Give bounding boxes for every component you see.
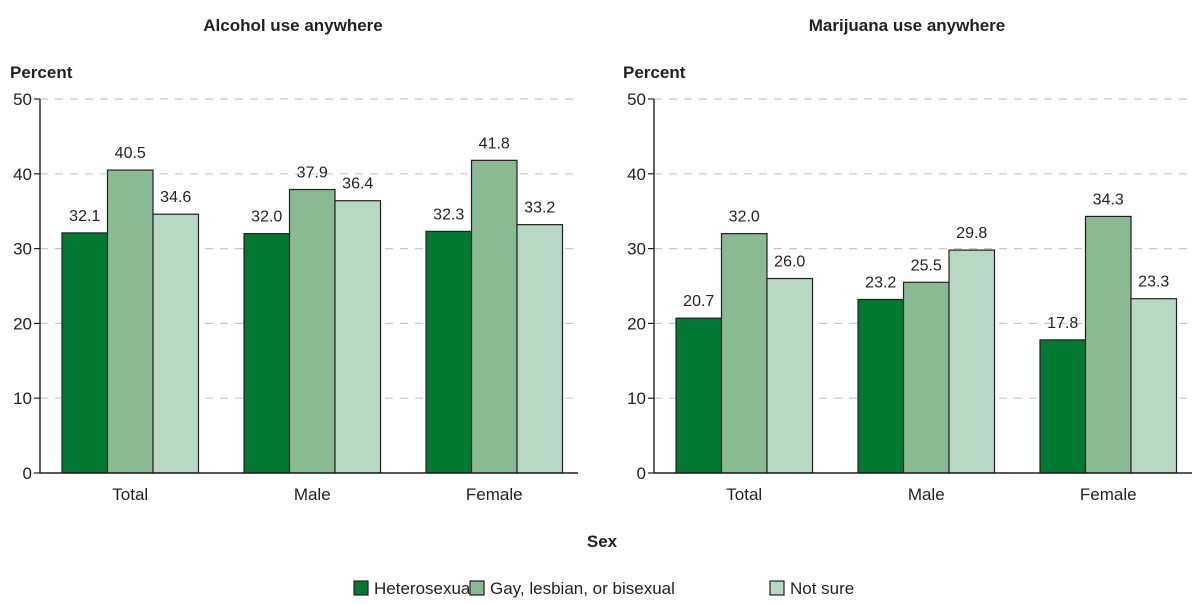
category-label: Male — [908, 485, 945, 504]
bar-not-sure — [1130, 298, 1178, 474]
legend-label: Gay, lesbian, or bisexual — [490, 579, 675, 598]
bar-gay-lesbian-or-bisexual — [106, 169, 154, 474]
category-label: Female — [1080, 485, 1137, 504]
bar-not-sure — [766, 277, 814, 474]
bar-heterosexual — [857, 298, 905, 474]
legend-swatch — [353, 580, 369, 596]
y-tick-label: 0 — [23, 464, 32, 483]
data-label: 23.2 — [865, 274, 896, 291]
data-label: 32.0 — [729, 209, 760, 226]
y-tick-label: 30 — [627, 240, 646, 259]
bar-heterosexual — [243, 233, 291, 474]
category-label: Male — [294, 485, 331, 504]
legend-label: Heterosexual — [374, 579, 474, 598]
category-label: Total — [112, 485, 148, 504]
y-tick-label: 10 — [13, 389, 32, 408]
bar-gay-lesbian-or-bisexual — [470, 159, 518, 474]
y-tick-label: 30 — [13, 240, 32, 259]
bar-gay-lesbian-or-bisexual — [720, 233, 768, 474]
bar-heterosexual — [1039, 339, 1087, 474]
panel-title: Marijuana use anywhere — [809, 16, 1006, 35]
data-label: 32.0 — [251, 209, 282, 226]
data-label: 37.9 — [297, 165, 328, 182]
bar-gay-lesbian-or-bisexual — [902, 281, 950, 474]
data-label: 34.6 — [160, 189, 191, 206]
data-label: 34.3 — [1093, 191, 1124, 208]
x-axis-title: Sex — [587, 532, 618, 551]
legend-swatch — [769, 580, 785, 596]
data-label: 33.2 — [524, 200, 555, 217]
data-label: 17.8 — [1047, 315, 1078, 332]
data-label: 40.5 — [115, 145, 146, 162]
legend-label: Not sure — [790, 579, 854, 598]
bar-heterosexual — [675, 317, 723, 474]
category-label: Female — [466, 485, 523, 504]
y-tick-label: 40 — [627, 165, 646, 184]
bar-heterosexual — [61, 232, 109, 474]
bar-heterosexual — [425, 230, 473, 474]
y-tick-label: 20 — [627, 314, 646, 333]
data-label: 26.0 — [774, 254, 805, 271]
bar-not-sure — [152, 213, 200, 474]
data-label: 36.4 — [342, 176, 373, 193]
y-tick-label: 20 — [13, 314, 32, 333]
panel-title: Alcohol use anywhere — [203, 16, 383, 35]
data-label: 29.8 — [956, 225, 987, 242]
category-label: Total — [726, 485, 762, 504]
bar-gay-lesbian-or-bisexual — [288, 188, 336, 474]
y-tick-label: 50 — [627, 90, 646, 109]
bar-not-sure — [516, 224, 564, 474]
y-axis-label: Percent — [10, 63, 73, 82]
legend-swatch — [469, 580, 485, 596]
data-label: 32.1 — [69, 208, 100, 225]
data-label: 41.8 — [479, 135, 510, 152]
data-label: 32.3 — [433, 206, 464, 223]
y-tick-label: 40 — [13, 165, 32, 184]
data-label: 23.3 — [1138, 274, 1169, 291]
bar-not-sure — [948, 249, 996, 474]
y-tick-label: 10 — [627, 389, 646, 408]
bar-gay-lesbian-or-bisexual — [1084, 215, 1132, 474]
data-label: 25.5 — [911, 257, 942, 274]
y-tick-label: 0 — [637, 464, 646, 483]
bar-not-sure — [334, 200, 382, 474]
data-label: 20.7 — [683, 293, 714, 310]
y-tick-label: 50 — [13, 90, 32, 109]
y-axis-label: Percent — [623, 63, 686, 82]
